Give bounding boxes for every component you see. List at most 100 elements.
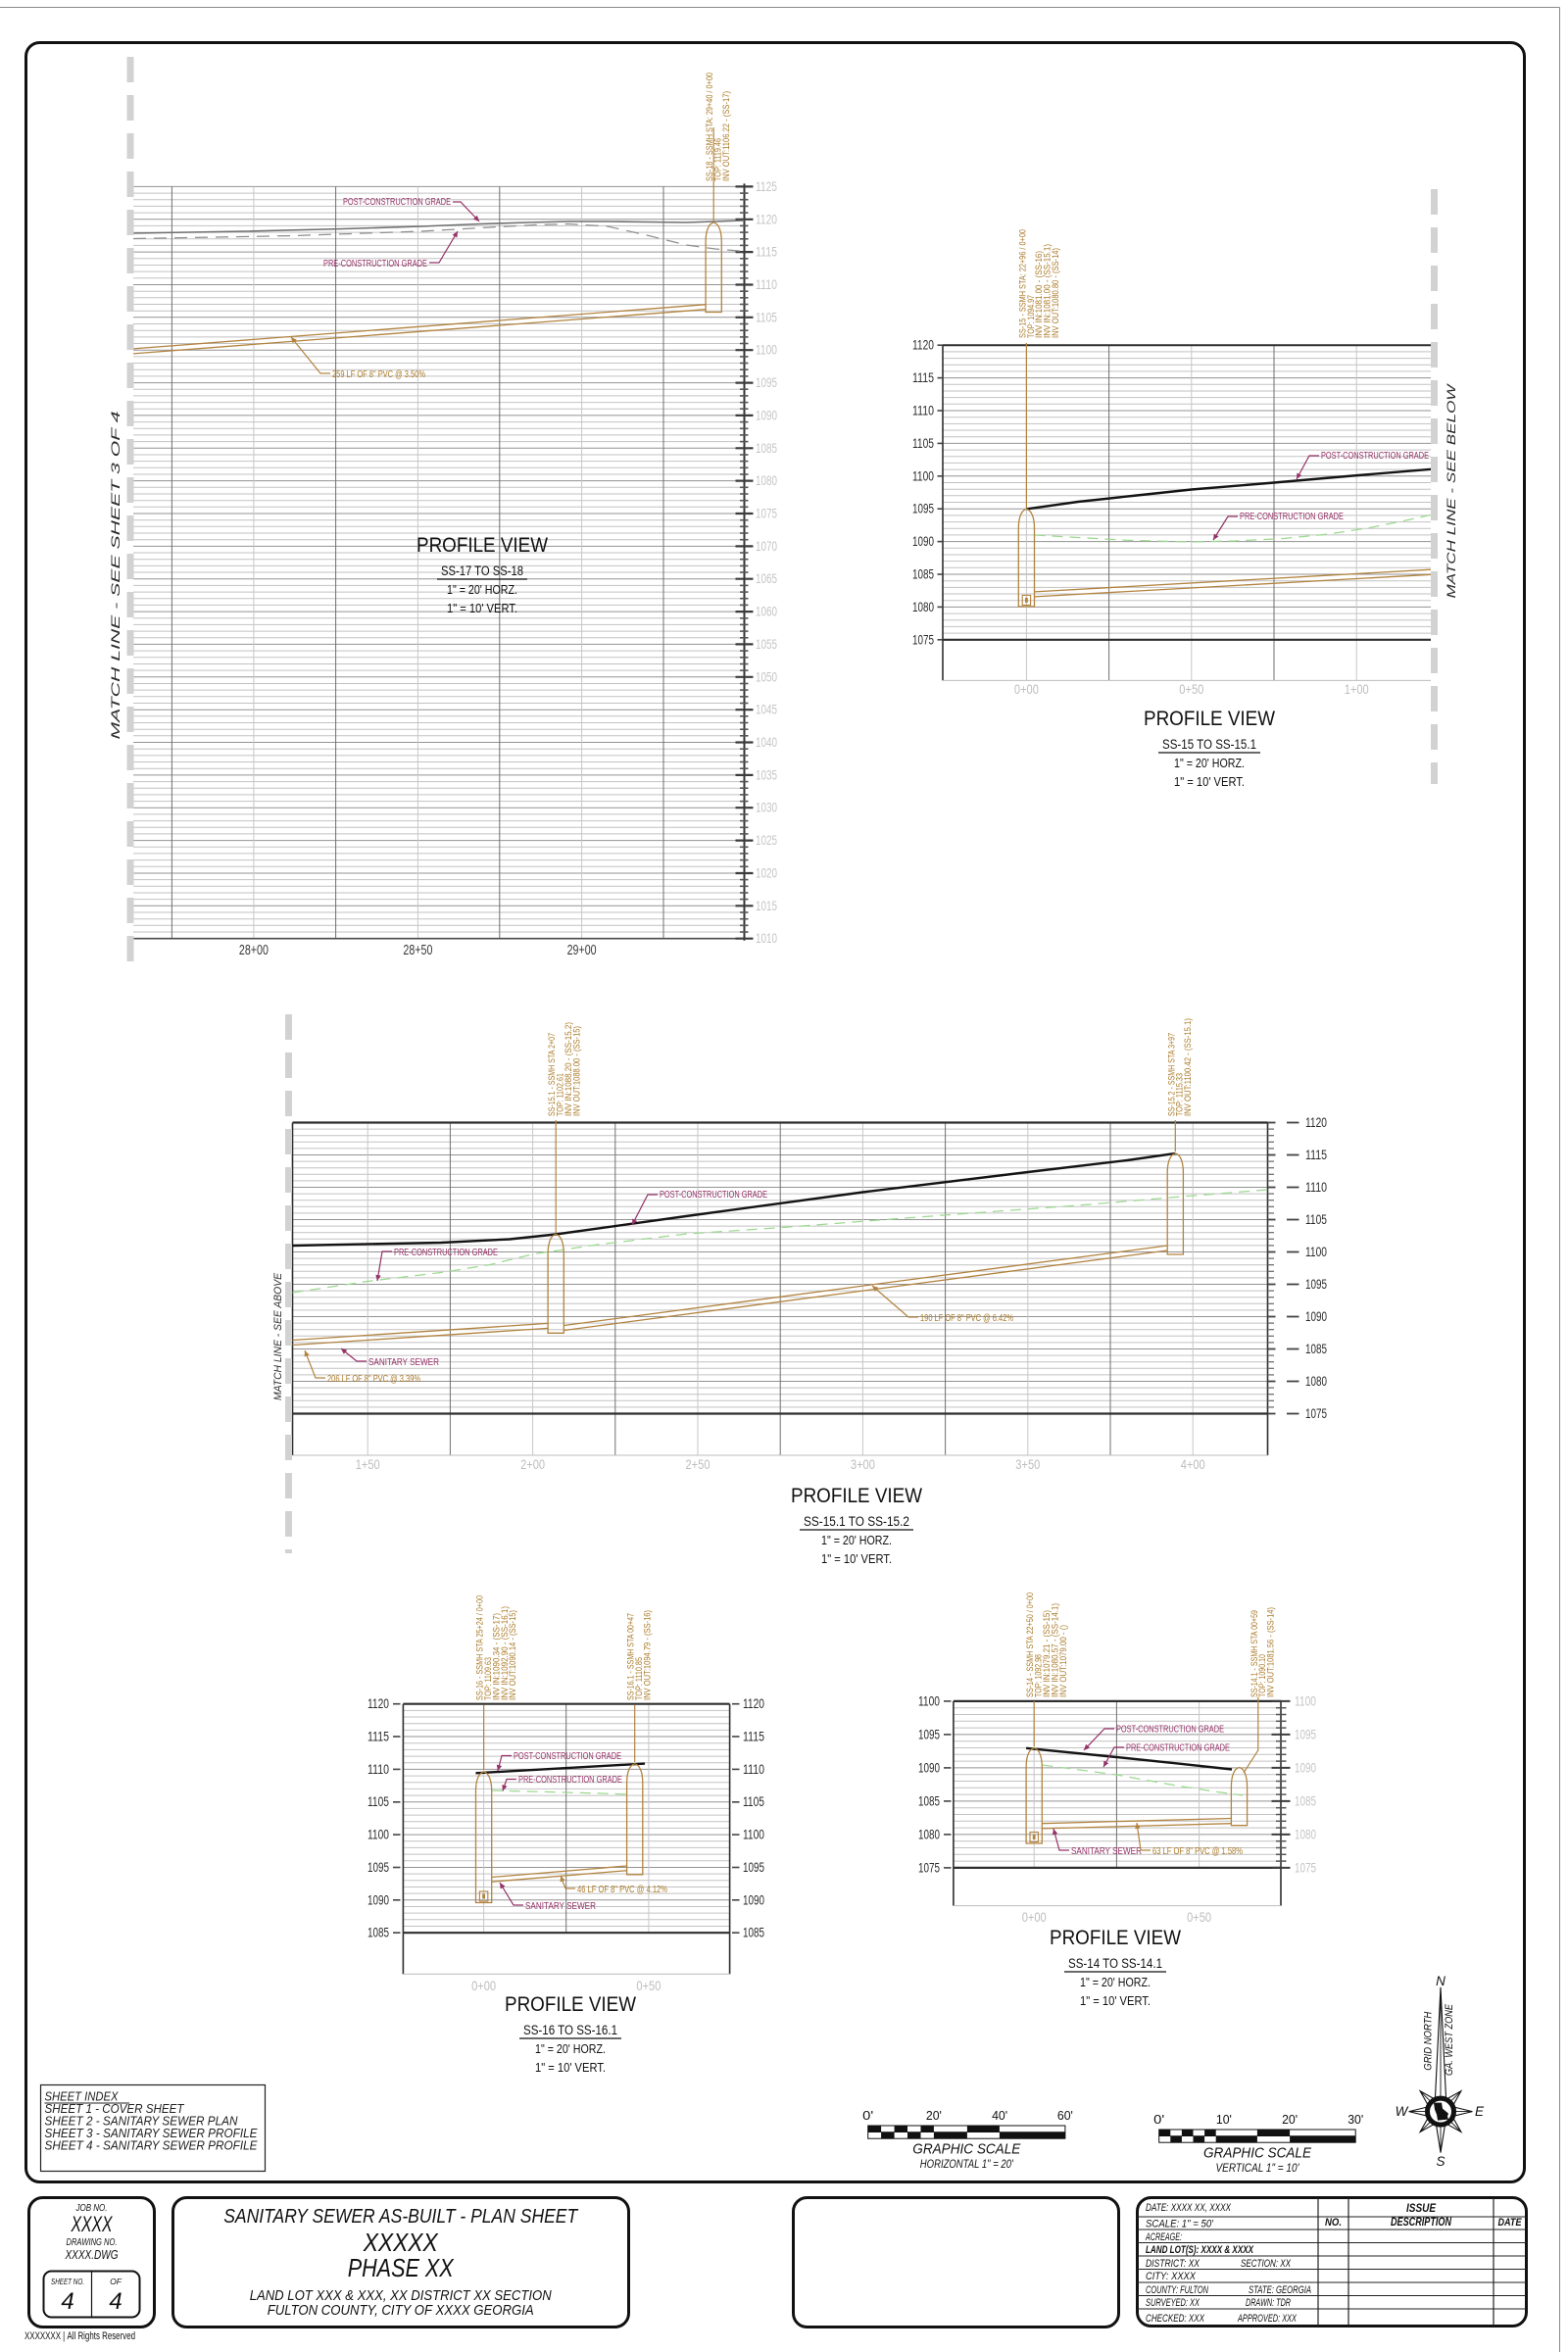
svg-text:1+00: 1+00 xyxy=(1345,681,1369,697)
svg-text:259 LF OF 8" PVC @ 3.50%: 259 LF OF 8" PVC @ 3.50% xyxy=(332,369,425,380)
svg-text:INV IN:1088.20 - (SS-15.2): INV IN:1088.20 - (SS-15.2) xyxy=(564,1022,574,1116)
svg-text:1105: 1105 xyxy=(743,1794,764,1809)
svg-text:INV IN:1079.21 - (SS-15): INV IN:1079.21 - (SS-15) xyxy=(1042,1610,1053,1697)
svg-text:1+50: 1+50 xyxy=(356,1456,380,1472)
svg-text:1095: 1095 xyxy=(368,1860,389,1875)
svg-text:1080: 1080 xyxy=(756,472,777,488)
svg-text:DATE: XXXX XX, XXXX: DATE: XXXX XX, XXXX xyxy=(1146,2202,1231,2214)
svg-text:1105: 1105 xyxy=(368,1794,389,1809)
svg-text:1115: 1115 xyxy=(756,244,777,260)
svg-text:1075: 1075 xyxy=(912,632,934,647)
svg-text:MATCH LINE - SEE BELOW: MATCH LINE - SEE BELOW xyxy=(1445,382,1458,598)
svg-text:SANITARY SEWER: SANITARY SEWER xyxy=(525,1900,596,1912)
svg-text:STATE: GEORGIA: STATE: GEORGIA xyxy=(1249,2284,1311,2296)
svg-text:INV OUT:1081.56 - (SS-14): INV OUT:1081.56 - (SS-14) xyxy=(1266,1607,1277,1697)
svg-text:1085: 1085 xyxy=(918,1793,940,1808)
svg-text:1085: 1085 xyxy=(368,1926,389,1940)
svg-text:SS-15.1 - SSMH STA 2+07: SS-15.1 - SSMH STA 2+07 xyxy=(547,1033,558,1116)
svg-text:1" = 10' VERT.: 1" = 10' VERT. xyxy=(447,601,517,615)
svg-text:TOP: 1102.61: TOP: 1102.61 xyxy=(556,1073,566,1116)
svg-text:20': 20' xyxy=(926,2109,942,2123)
svg-text:60': 60' xyxy=(1057,2109,1073,2123)
svg-text:1100: 1100 xyxy=(1295,1693,1316,1708)
svg-text:JOB NO.: JOB NO. xyxy=(75,2203,108,2214)
svg-text:SS-16 TO SS-16.1: SS-16 TO SS-16.1 xyxy=(523,2023,617,2037)
svg-text:4: 4 xyxy=(61,2288,74,2315)
svg-text:1075: 1075 xyxy=(756,506,777,521)
svg-text:1085: 1085 xyxy=(756,440,777,456)
svg-text:29+00: 29+00 xyxy=(567,943,597,958)
svg-text:SS-17 TO SS-18: SS-17 TO SS-18 xyxy=(441,564,523,578)
svg-text:INV OUT:1079.00 - (): INV OUT:1079.00 - () xyxy=(1058,1625,1069,1697)
svg-text:GRID NORTH: GRID NORTH xyxy=(1423,2012,1435,2071)
svg-text:1010: 1010 xyxy=(756,930,777,946)
svg-text:1065: 1065 xyxy=(756,570,777,586)
svg-text:CHECKED: XXX: CHECKED: XXX xyxy=(1146,2313,1204,2325)
svg-text:FULTON COUNTY, CITY OF XXXX GE: FULTON COUNTY, CITY OF XXXX GEORGIA xyxy=(268,2302,534,2319)
svg-text:1115: 1115 xyxy=(368,1730,389,1744)
svg-text:COUNTY: FULTON: COUNTY: FULTON xyxy=(1146,2284,1208,2296)
svg-text:XXXX: XXXX xyxy=(71,2212,114,2236)
svg-text:1" = 10' VERT.: 1" = 10' VERT. xyxy=(1174,774,1245,789)
svg-text:SHEET INDEX: SHEET INDEX xyxy=(45,2090,120,2104)
svg-text:1095: 1095 xyxy=(743,1860,764,1875)
svg-text:DATE: DATE xyxy=(1498,2217,1523,2229)
svg-text:TOP: 1110.85: TOP: 1110.85 xyxy=(634,1657,645,1700)
svg-text:1095: 1095 xyxy=(756,374,777,390)
svg-text:2+50: 2+50 xyxy=(686,1456,710,1472)
svg-text:INV IN:1080.57 - (SS-14.1): INV IN:1080.57 - (SS-14.1) xyxy=(1050,1603,1060,1697)
svg-text:SS-15 - SSMH STA: 22+96 / 0+00: SS-15 - SSMH STA: 22+96 / 0+00 xyxy=(1017,229,1028,338)
svg-text:LAND LOT(S): XXXX & XXXX: LAND LOT(S): XXXX & XXXX xyxy=(1146,2244,1253,2256)
svg-text:1110: 1110 xyxy=(912,404,934,418)
svg-text:1080: 1080 xyxy=(918,1827,940,1841)
svg-text:SANITARY SEWER AS-BUILT - PLAN: SANITARY SEWER AS-BUILT - PLAN SHEET xyxy=(223,2206,579,2228)
svg-text:1110: 1110 xyxy=(743,1762,764,1777)
svg-text:1020: 1020 xyxy=(756,865,777,881)
svg-text:XXXX.DWG: XXXX.DWG xyxy=(65,2247,119,2262)
svg-text:1100: 1100 xyxy=(756,342,777,358)
svg-text:1110: 1110 xyxy=(368,1762,389,1777)
svg-text:PROFILE VIEW: PROFILE VIEW xyxy=(505,1993,636,2016)
svg-text:4+00: 4+00 xyxy=(1181,1456,1205,1472)
svg-text:1090: 1090 xyxy=(918,1760,940,1775)
svg-text:SS-16 - SSMH STA 25+24 / 0+00: SS-16 - SSMH STA 25+24 / 0+00 xyxy=(475,1595,486,1700)
svg-text:1100: 1100 xyxy=(1305,1244,1327,1259)
svg-text:TOP: 1109.63: TOP: 1109.63 xyxy=(483,1657,494,1700)
svg-text:INV OUT:1088.00 - (SS-15): INV OUT:1088.00 - (SS-15) xyxy=(571,1026,582,1116)
svg-text:SS-15 TO SS-15.1: SS-15 TO SS-15.1 xyxy=(1162,737,1256,752)
svg-text:W: W xyxy=(1396,2104,1409,2119)
svg-text:POST-CONSTRUCTION GRADE: POST-CONSTRUCTION GRADE xyxy=(1321,450,1429,462)
svg-text:INV OUT:1106.22 - (SS-17): INV OUT:1106.22 - (SS-17) xyxy=(721,91,732,181)
svg-text:PRE-CONSTRUCTION GRADE: PRE-CONSTRUCTION GRADE xyxy=(323,258,427,270)
svg-text:TOP: 1094.97: TOP: 1094.97 xyxy=(1026,295,1037,338)
svg-text:INV OUT:1090.14 - (SS-15): INV OUT:1090.14 - (SS-15) xyxy=(508,1610,518,1700)
svg-text:INV IN:1081.00 - (SS-16): INV IN:1081.00 - (SS-16) xyxy=(1034,251,1045,338)
svg-text:OF: OF xyxy=(110,2277,122,2286)
svg-text:1060: 1060 xyxy=(756,604,777,619)
svg-text:HORIZONTAL 1" = 20': HORIZONTAL 1" = 20' xyxy=(920,2157,1014,2171)
svg-text:20': 20' xyxy=(1282,2113,1298,2127)
svg-text:SS-15.1 TO SS-15.2: SS-15.1 TO SS-15.2 xyxy=(804,1514,909,1529)
svg-text:CITY: XXXX: CITY: XXXX xyxy=(1146,2271,1197,2282)
svg-text:SHEET NO.: SHEET NO. xyxy=(51,2277,84,2286)
svg-text:DESCRIPTION: DESCRIPTION xyxy=(1391,2217,1452,2229)
svg-text:DISTRICT: XX: DISTRICT: XX xyxy=(1146,2258,1200,2270)
svg-text:XXXXXXX | All Rights Reserved: XXXXXXX | All Rights Reserved xyxy=(24,2330,135,2342)
svg-text:SS-14.1 - SSMH STA 00+59: SS-14.1 - SSMH STA 00+59 xyxy=(1250,1610,1260,1697)
svg-text:1100: 1100 xyxy=(918,1693,940,1708)
svg-text:0+50: 0+50 xyxy=(636,1978,661,1993)
svg-text:PRE-CONSTRUCTION GRADE: PRE-CONSTRUCTION GRADE xyxy=(1240,511,1344,522)
svg-text:SS-14 - SSMH STA 22+50 / 0+00: SS-14 - SSMH STA 22+50 / 0+00 xyxy=(1025,1592,1036,1697)
svg-text:E: E xyxy=(1475,2104,1485,2119)
svg-text:INV IN:1090.34 - (SS-17): INV IN:1090.34 - (SS-17) xyxy=(491,1613,502,1700)
svg-text:PROFILE VIEW: PROFILE VIEW xyxy=(1050,1927,1181,1949)
svg-text:1075: 1075 xyxy=(1295,1860,1316,1875)
svg-text:1055: 1055 xyxy=(756,636,777,652)
svg-text:30': 30' xyxy=(1348,2113,1363,2127)
svg-text:1" = 20' HORZ.: 1" = 20' HORZ. xyxy=(1080,1975,1151,1989)
svg-text:1025: 1025 xyxy=(756,832,777,848)
svg-text:2+00: 2+00 xyxy=(520,1456,545,1472)
svg-text:1110: 1110 xyxy=(1305,1179,1327,1195)
svg-text:1" = 20' HORZ.: 1" = 20' HORZ. xyxy=(1174,756,1245,770)
svg-text:190 LF OF 8" PVC @ 6.42%: 190 LF OF 8" PVC @ 6.42% xyxy=(920,1313,1013,1324)
